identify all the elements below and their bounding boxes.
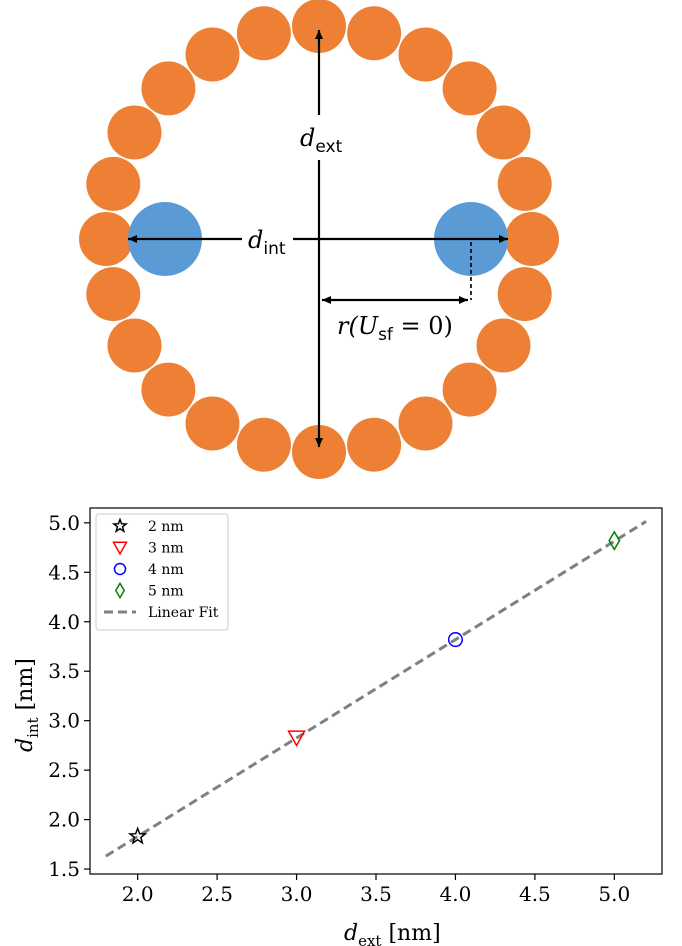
outer-particle (86, 267, 141, 322)
outer-particle (398, 27, 453, 82)
y-tick-label: 4.5 (48, 560, 80, 584)
y-axis-ticks: 1.5 2.0 2.5 3.0 3.5 4.0 4.5 5.0 (48, 511, 90, 881)
y-tick-label: 5.0 (48, 511, 80, 535)
outer-particle (236, 417, 291, 472)
outer-particle (292, 425, 346, 479)
outer-particle (141, 61, 196, 116)
legend-marker (112, 541, 128, 556)
y-axis-label: dint [nm] (13, 658, 42, 752)
outer-particle (185, 396, 240, 451)
outer-particle (185, 27, 240, 82)
x-tick-label: 3.5 (360, 882, 392, 906)
outer-particle (497, 156, 552, 211)
y-tick-label: 2.0 (48, 808, 80, 832)
x-axis-ticks: 2.0 2.5 3.0 3.5 4.0 4.5 5.0 (122, 874, 630, 906)
y-tick-label: 3.5 (48, 659, 80, 683)
outer-particle (505, 212, 559, 266)
data-points (128, 530, 621, 845)
legend: 2 nm 3 nm 4 nm 5 nm Linear Fit (95, 513, 229, 631)
x-tick-label: 3.0 (281, 882, 313, 906)
data-point (608, 530, 621, 551)
data-point (287, 730, 306, 748)
legend-label: 3 nm (148, 541, 184, 557)
outer-particle (442, 61, 497, 116)
y-tick-label: 2.5 (48, 758, 80, 782)
legend-label: 2 nm (148, 519, 184, 535)
outer-particle (442, 362, 497, 417)
outer-particle (292, 0, 346, 53)
legend-label: Linear Fit (148, 605, 219, 621)
d-int-label: dint (248, 226, 286, 259)
outer-particle (398, 396, 453, 451)
outer-particle (497, 267, 552, 322)
d-ext-label: dext (300, 124, 343, 157)
legend-box (95, 513, 229, 631)
legend-label: 5 nm (148, 584, 184, 600)
legend-marker (114, 581, 126, 600)
outer-particle (107, 318, 162, 373)
outer-particle (476, 318, 531, 373)
x-tick-label: 2.0 (122, 882, 154, 906)
x-tick-label: 4.0 (440, 882, 472, 906)
legend-marker (113, 562, 127, 576)
outer-particle (476, 105, 531, 160)
r-label: r(Usf = 0) (337, 312, 453, 345)
outer-particle (347, 417, 402, 472)
x-axis-label: dext [nm] (344, 921, 441, 946)
data-point (128, 826, 148, 845)
legend-marker (111, 517, 129, 533)
x-tick-label: 2.5 (201, 882, 233, 906)
outer-particle (79, 212, 133, 266)
legend-label: 4 nm (148, 562, 184, 578)
x-tick-label: 5.0 (598, 882, 630, 906)
y-tick-label: 1.5 (48, 857, 80, 881)
data-point (447, 632, 463, 648)
outer-particle (86, 156, 141, 211)
outer-particle (347, 6, 402, 61)
outer-particle (107, 105, 162, 160)
outer-particle (236, 6, 291, 61)
linear-fit-line (105, 520, 647, 858)
y-tick-label: 4.0 (48, 610, 80, 634)
outer-particle (141, 362, 196, 417)
y-tick-label: 3.0 (48, 709, 80, 733)
outer-particle-ring (79, 0, 559, 479)
x-tick-label: 4.5 (519, 882, 551, 906)
nanostructure-schematic: dext dint r(Usf = 0) (79, 0, 559, 479)
scatter-plot: 2.0 2.5 3.0 3.5 4.0 4.5 5.0 1.5 2.0 2.5 3.0 3.5 4.0… (13, 507, 663, 946)
